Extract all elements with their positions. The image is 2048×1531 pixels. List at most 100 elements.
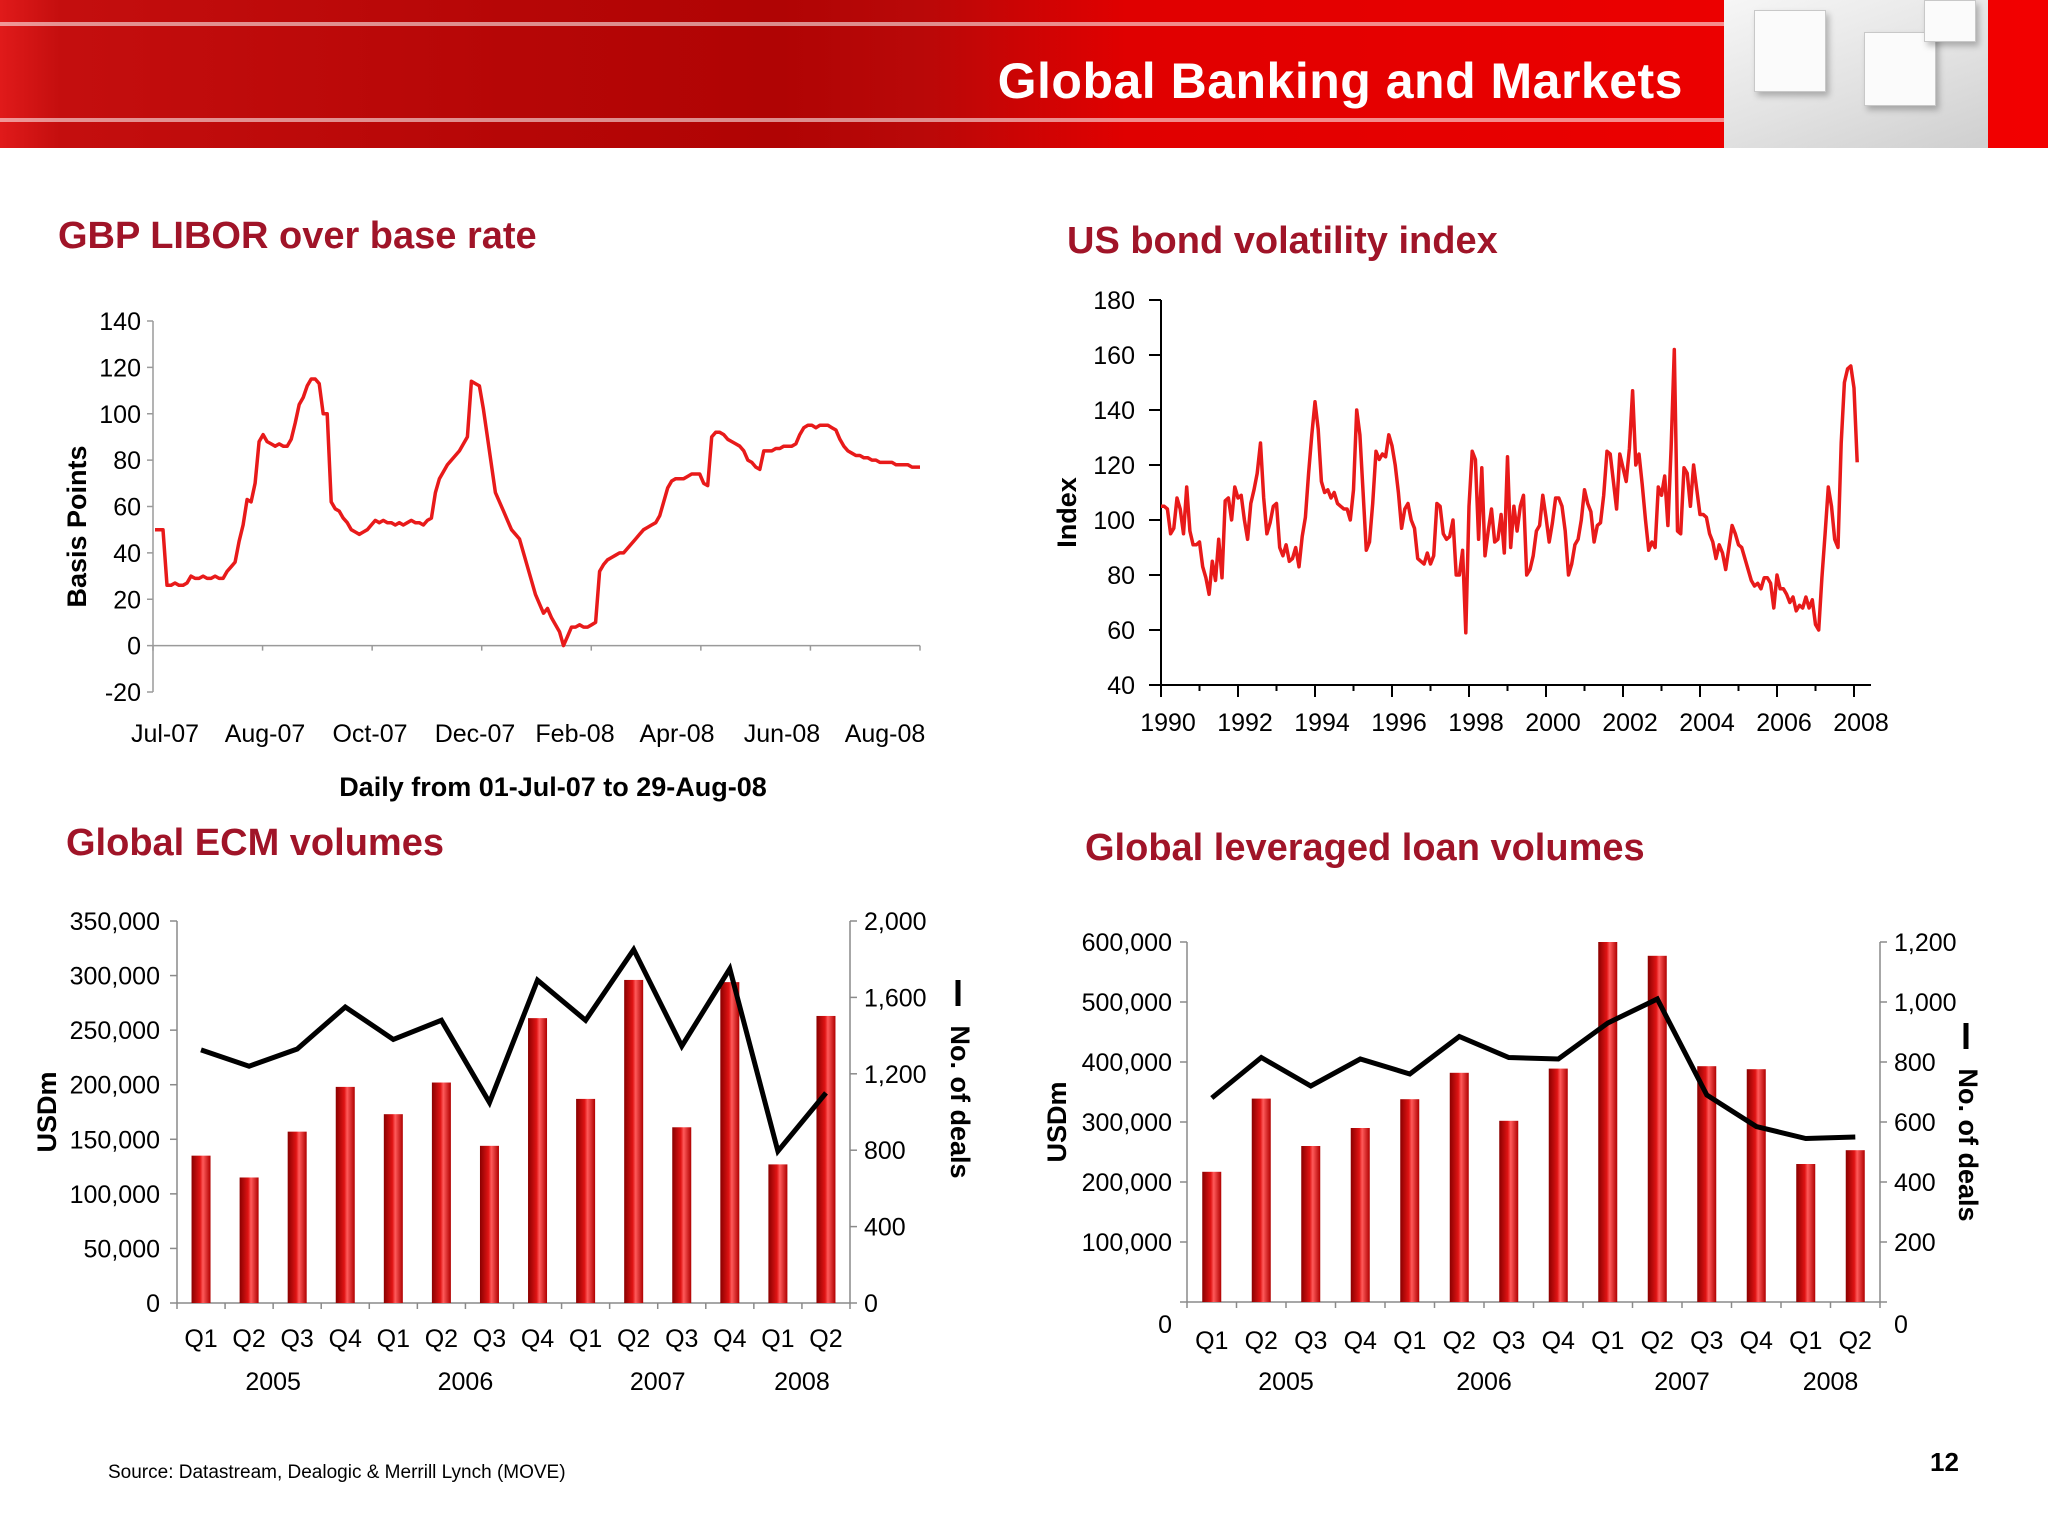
year-label: 2007: [1654, 1368, 1710, 1396]
quarter-label: Q1: [1789, 1327, 1822, 1355]
y-tick-label: 40: [1107, 672, 1135, 700]
quarter-label: Q2: [1641, 1327, 1674, 1355]
quarter-label: Q4: [1542, 1327, 1575, 1355]
quarter-label: Q4: [1344, 1327, 1377, 1355]
page-title: Global Banking and Markets: [997, 53, 1683, 109]
quarter-label: Q2: [617, 1325, 650, 1353]
y-tick-label: 400,000: [1082, 1049, 1172, 1077]
y-tick-label: 100: [1093, 507, 1135, 535]
x-axis-title: Daily from 01-Jul-07 to 29-Aug-08: [339, 772, 767, 802]
quarter-label: Q3: [473, 1325, 506, 1353]
x-tick-label: 1994: [1294, 709, 1350, 737]
puzzle-piece: [1924, 0, 1976, 42]
quarter-label: Q3: [280, 1325, 313, 1353]
volume-bar: [1400, 1099, 1420, 1302]
volume-bar: [1845, 1150, 1865, 1302]
volume-bar: [576, 1098, 596, 1303]
quarter-label: Q2: [1443, 1327, 1476, 1355]
volume-bar: [1449, 1072, 1469, 1302]
quarter-label: Q1: [1195, 1327, 1228, 1355]
header-banner: Global Banking and Markets: [0, 0, 2048, 148]
y-tick-label: 120: [1093, 452, 1135, 480]
y-tick-label: 0: [127, 633, 141, 661]
y2-tick-label: 1,600: [864, 984, 927, 1012]
volume-bar: [1796, 1164, 1816, 1302]
deals-line: [1210, 995, 1856, 1142]
volume-bar: [1499, 1120, 1519, 1302]
volume-bar: [528, 1018, 548, 1303]
quarter-label: Q3: [1492, 1327, 1525, 1355]
y2-tick-label: 400: [1894, 1169, 1936, 1197]
y-tick-label: 80: [1107, 562, 1135, 590]
year-label: 2008: [774, 1368, 830, 1396]
y-tick-label: 140: [1093, 397, 1135, 425]
y-axis-title: USDm: [32, 1071, 62, 1152]
y2-tick-label: 800: [864, 1137, 906, 1165]
volume-bar: [287, 1131, 307, 1303]
volume-bar: [335, 1086, 355, 1303]
y-tick-label: 160: [1093, 342, 1135, 370]
y-axis-title: USDm: [1042, 1081, 1072, 1162]
ecm-chart-title: Global ECM volumes: [66, 822, 444, 864]
volume-bar: [1350, 1128, 1370, 1302]
quarter-label: Q2: [425, 1325, 458, 1353]
year-label: 2005: [1258, 1368, 1314, 1396]
y2-tick-label: 2,000: [864, 908, 927, 936]
y-tick-label: 140: [99, 308, 141, 336]
puzzle-image: [1724, 0, 1988, 148]
y2-tick-label: 0: [864, 1290, 878, 1318]
volume-bar: [1598, 942, 1618, 1302]
move-series-line: [1161, 347, 1859, 635]
volume-bar: [1301, 1146, 1321, 1302]
y2-axis-title: No. of deals: [945, 1025, 975, 1178]
x-tick-label: Aug-07: [225, 720, 306, 748]
x-tick-label: Feb-08: [535, 720, 614, 748]
volume-bar: [720, 982, 740, 1303]
x-tick-label: Aug-08: [845, 720, 926, 748]
x-tick-label: 1996: [1371, 709, 1427, 737]
y-tick-label: -20: [105, 679, 141, 707]
quarter-label: Q2: [1245, 1327, 1278, 1355]
y2-tick-label: 1,200: [1894, 929, 1957, 957]
y-tick-label: 200,000: [70, 1072, 160, 1100]
quarter-label: Q3: [1294, 1327, 1327, 1355]
quarter-label: Q4: [1740, 1327, 1773, 1355]
x-tick-label: 2004: [1679, 709, 1735, 737]
y-tick-label: 250,000: [70, 1017, 160, 1045]
libor-series-line: [155, 377, 920, 648]
y2-tick-label: 1,200: [864, 1061, 927, 1089]
x-tick-label: Apr-08: [639, 720, 714, 748]
volume-bar: [624, 979, 644, 1303]
header-stripe: [0, 118, 1728, 122]
y2-axis-title: No. of deals: [1953, 1068, 1983, 1221]
levloan-chart-title: Global leveraged loan volumes: [1085, 827, 1645, 869]
volume-bar: [431, 1082, 451, 1303]
x-tick-label: 1990: [1140, 709, 1196, 737]
year-label: 2006: [1456, 1368, 1512, 1396]
quarter-label: Q1: [569, 1325, 602, 1353]
y2-tick-label: 600: [1894, 1109, 1936, 1137]
year-label: 2006: [438, 1368, 494, 1396]
y-tick-label: 300,000: [70, 963, 160, 991]
y-tick-label: 40: [113, 540, 141, 568]
quarter-label: Q3: [1690, 1327, 1723, 1355]
y2-tick-label: 800: [1894, 1049, 1936, 1077]
y-tick-label: 300,000: [1082, 1109, 1172, 1137]
volume-bar: [479, 1145, 499, 1303]
x-tick-label: 2008: [1833, 709, 1889, 737]
volume-bar: [1697, 1066, 1717, 1302]
x-tick-label: 1998: [1448, 709, 1504, 737]
x-tick-label: 2006: [1756, 709, 1812, 737]
quarter-label: Q4: [329, 1325, 362, 1353]
volume-bar: [1251, 1098, 1271, 1302]
y2-tick-label: 1,000: [1894, 989, 1957, 1017]
volume-bar: [1548, 1068, 1568, 1302]
quarter-label: Q2: [809, 1325, 842, 1353]
y-tick-label: 100,000: [70, 1181, 160, 1209]
volume-bar: [191, 1155, 211, 1303]
y-tick-label: 50,000: [84, 1235, 160, 1263]
volume-bar: [239, 1177, 259, 1303]
x-tick-label: Dec-07: [435, 720, 516, 748]
y-tick-label: 80: [113, 447, 141, 475]
